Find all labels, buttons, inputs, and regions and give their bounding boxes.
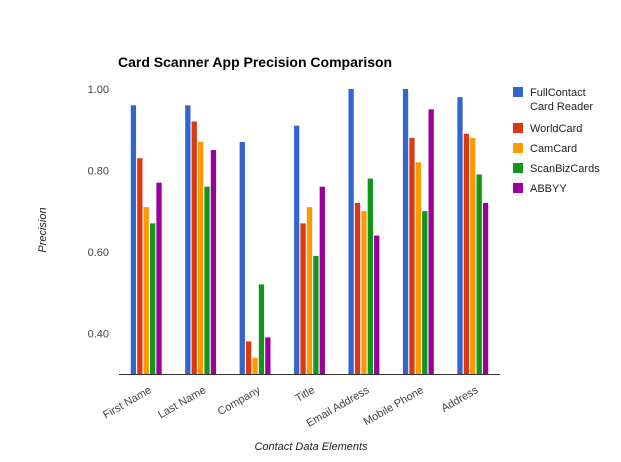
bar-abbyy: [319, 186, 325, 374]
bar-camcard: [415, 162, 422, 374]
x-tick-label: Last Name: [156, 384, 208, 421]
bar-worldcard: [354, 203, 361, 374]
bar-scanbizcards: [149, 223, 156, 374]
bar-worldcard: [191, 121, 197, 374]
legend-label: ABBYY: [530, 183, 567, 195]
plot-area: 0.40 0.60 0.80 1.00 First Name Last Name Compa…: [88, 84, 500, 430]
y-tick-label: 1.00: [88, 84, 109, 96]
bar-fullcontact-card-reader: [239, 141, 245, 374]
legend-label: ScanBizCards: [530, 163, 600, 175]
chart-title: Card Scanner App Precision Comparison: [118, 54, 392, 70]
y-axis-title: Precision: [37, 207, 49, 252]
bar-scanbizcards: [476, 174, 482, 374]
y-tick-label: 0.80: [88, 165, 109, 177]
y-tick-label: 0.60: [88, 247, 109, 259]
bar-worldcard: [137, 158, 143, 374]
legend-swatch: [513, 143, 523, 153]
legend-swatch: [513, 87, 523, 97]
bar-scanbizcards: [367, 178, 373, 374]
bar-abbyy: [482, 203, 489, 374]
bar-abbyy: [265, 337, 271, 374]
bar-scanbizcards: [422, 211, 428, 374]
bar-scanbizcards: [313, 255, 319, 374]
bar-fullcontact-card-reader: [130, 105, 137, 374]
bar-abbyy: [156, 182, 162, 374]
legend-label: Card Reader: [530, 101, 593, 113]
bar-scanbizcards: [204, 186, 210, 374]
legend-label: CamCard: [530, 143, 577, 155]
bar-worldcard: [409, 137, 415, 374]
bar-abbyy: [210, 150, 217, 374]
bar-worldcard: [300, 223, 306, 374]
bar-camcard: [143, 207, 149, 374]
bar-fullcontact-card-reader: [402, 89, 409, 374]
bar-camcard: [470, 137, 476, 374]
bar-fullcontact-card-reader: [294, 125, 300, 374]
bar-scanbizcards: [258, 284, 265, 374]
legend-swatch: [513, 183, 523, 193]
x-axis-title: Contact Data Elements: [254, 441, 368, 453]
bar-camcard: [361, 211, 367, 374]
bar-camcard: [252, 357, 258, 374]
x-tick-label: Company: [216, 384, 263, 418]
legend: FullContact Card Reader WorldCard CamCard Sc…: [513, 87, 600, 195]
x-tick-label: Title: [293, 384, 317, 405]
bar-abbyy: [428, 109, 434, 375]
bar-worldcard: [463, 133, 470, 374]
legend-swatch: [513, 123, 523, 133]
bar-camcard: [306, 207, 313, 374]
legend-swatch: [513, 163, 523, 173]
bar-worldcard: [246, 341, 252, 374]
x-tick-label: First Name: [101, 384, 154, 421]
legend-label: WorldCard: [530, 123, 582, 135]
bar-fullcontact-card-reader: [457, 97, 463, 374]
bar-fullcontact-card-reader: [348, 89, 354, 374]
y-tick-label: 0.40: [88, 328, 109, 340]
legend-label: FullContact: [530, 87, 586, 99]
bar-abbyy: [374, 235, 380, 374]
x-tick-label: Mobile Phone: [362, 384, 426, 428]
bar-fullcontact-card-reader: [185, 105, 191, 374]
x-tick-label: Address: [439, 384, 480, 415]
bar-camcard: [197, 141, 204, 374]
